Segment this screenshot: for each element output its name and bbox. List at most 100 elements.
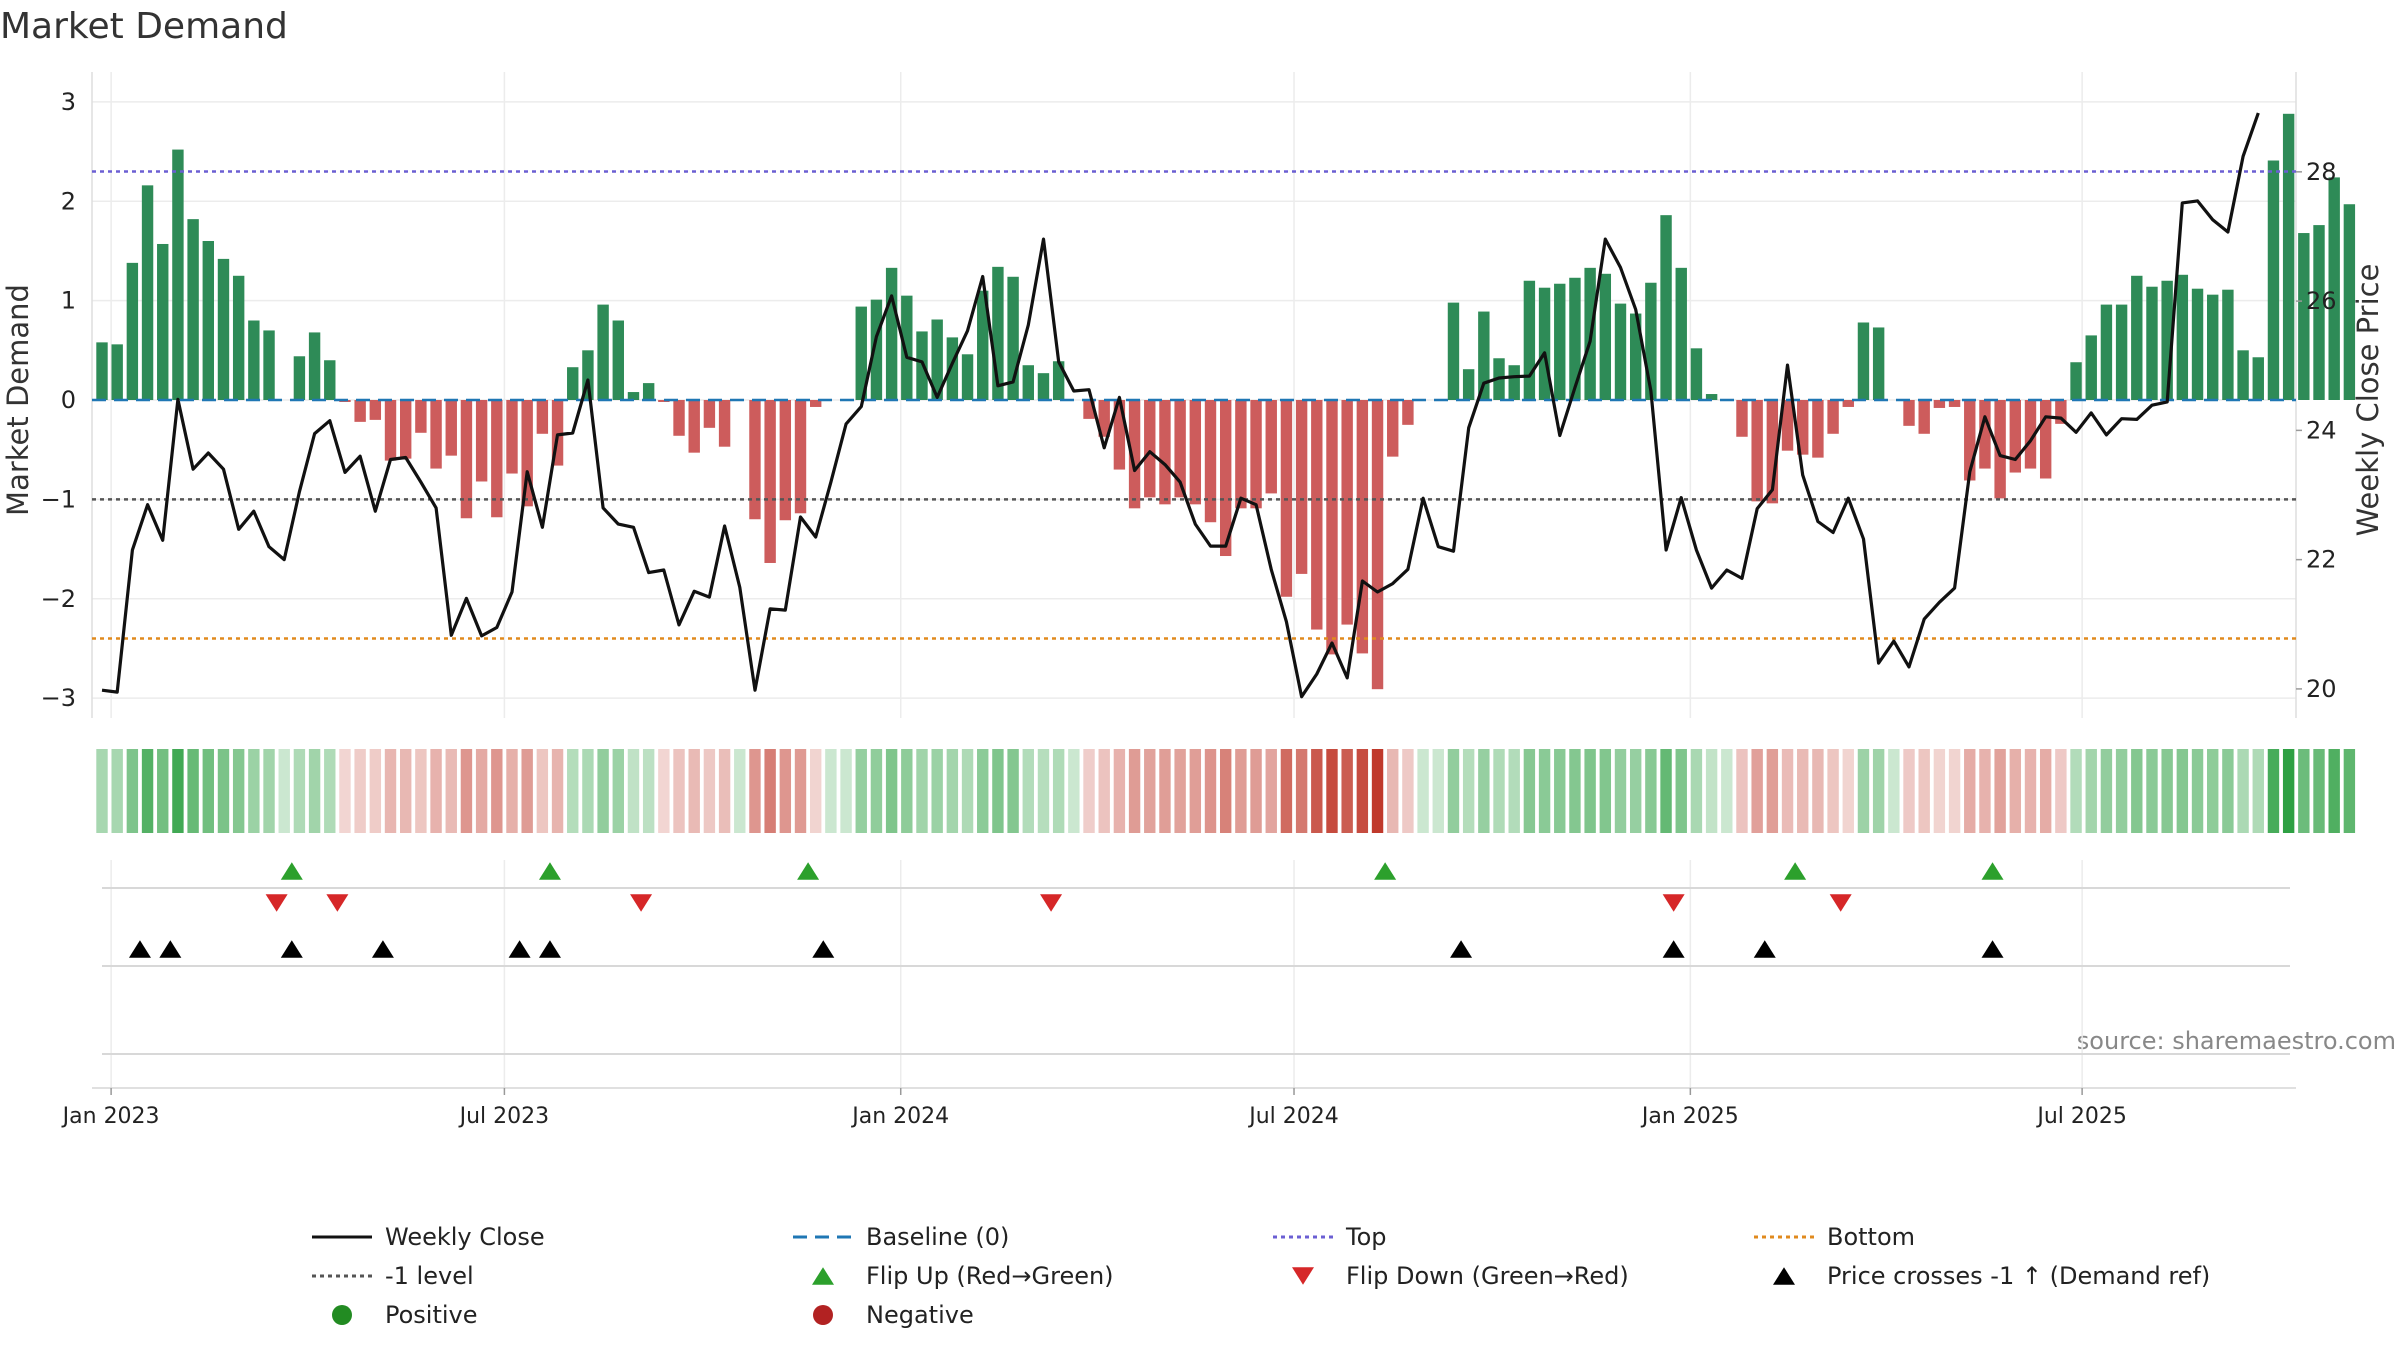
legend-swatch bbox=[1292, 1267, 1314, 1285]
heat-cell bbox=[658, 749, 670, 833]
positive-demand-bar bbox=[1508, 365, 1520, 400]
heat-cell bbox=[855, 749, 867, 833]
positive-demand-bar bbox=[2115, 304, 2128, 400]
heat-cell bbox=[1554, 749, 1566, 833]
negative-demand-bar bbox=[703, 400, 716, 428]
flip-up-marker bbox=[1981, 862, 2004, 880]
positive-demand-bar bbox=[2267, 160, 2280, 400]
positive-demand-bar bbox=[217, 258, 230, 400]
positive-demand-bar bbox=[187, 219, 199, 400]
positive-demand-bar bbox=[2252, 357, 2264, 400]
negative-demand-bar bbox=[1933, 400, 1946, 408]
flip-down-marker bbox=[1662, 894, 1685, 912]
demand-heat-strip bbox=[96, 749, 2356, 833]
legend: Weekly Close Baseline (0) Top Bottom -1 leve… bbox=[312, 1223, 2210, 1329]
positive-demand-bar bbox=[2161, 280, 2173, 400]
heat-cell bbox=[232, 749, 245, 833]
negative-demand-bar bbox=[718, 400, 731, 447]
negative-demand-bar bbox=[794, 400, 807, 514]
positive-demand-bar bbox=[1052, 361, 1065, 400]
heat-cell bbox=[1068, 749, 1080, 833]
heat-cell bbox=[916, 749, 928, 833]
heat-cell bbox=[1265, 749, 1277, 833]
heat-cell bbox=[2055, 749, 2067, 833]
price-cross-marker bbox=[1662, 940, 1685, 958]
heat-cell bbox=[308, 749, 321, 833]
positive-demand-bar bbox=[855, 306, 867, 400]
positive-demand-bar bbox=[1660, 215, 1672, 400]
negative-demand-bar bbox=[1144, 400, 1156, 498]
positive-demand-bar bbox=[1523, 280, 1536, 400]
positive-demand-bar bbox=[2085, 335, 2097, 400]
heat-cell bbox=[1052, 749, 1065, 833]
heat-cell bbox=[567, 749, 579, 833]
y-axis-label: Market Demand bbox=[1, 284, 35, 516]
y2-tick-label: 20 bbox=[2306, 675, 2337, 703]
heat-cell bbox=[1371, 749, 1384, 833]
heat-cell bbox=[794, 749, 807, 833]
positive-demand-bar bbox=[1007, 276, 1019, 400]
y2-tick-label: 22 bbox=[2306, 546, 2337, 574]
heat-cell bbox=[1629, 749, 1642, 833]
source-credit: source: sharemaestro.com bbox=[2077, 1027, 2396, 1055]
positive-demand-bar bbox=[582, 350, 594, 400]
heat-cell bbox=[1235, 749, 1247, 833]
negative-demand-bar bbox=[2055, 400, 2067, 424]
x-tick-label: Jul 2023 bbox=[458, 1104, 550, 1129]
positive-demand-bar bbox=[248, 320, 260, 400]
heat-cell bbox=[764, 749, 776, 833]
flip-down-marker bbox=[265, 894, 288, 912]
heat-cell bbox=[1827, 749, 1839, 833]
positive-demand-bar bbox=[2146, 286, 2158, 400]
heat-cell bbox=[1660, 749, 1672, 833]
positive-demand-bar bbox=[2298, 233, 2310, 400]
heat-cell bbox=[157, 749, 169, 833]
heat-cell bbox=[263, 749, 275, 833]
positive-demand-bar bbox=[2237, 350, 2249, 400]
positive-demand-bar bbox=[324, 360, 336, 400]
heat-cell bbox=[1690, 749, 1703, 833]
negative-demand-bar bbox=[460, 400, 473, 519]
positive-demand-bar bbox=[870, 299, 883, 400]
negative-demand-bar bbox=[1918, 400, 1930, 434]
heat-cell bbox=[1918, 749, 1930, 833]
heat-cell bbox=[1645, 749, 1657, 833]
positive-demand-bar bbox=[1538, 287, 1551, 400]
heat-cell bbox=[339, 749, 351, 833]
heat-cell bbox=[1174, 749, 1186, 833]
negative-demand-bar bbox=[384, 400, 397, 461]
positive-demand-bar bbox=[1478, 311, 1490, 400]
positive-demand-bar bbox=[1569, 277, 1581, 400]
flip-up-marker bbox=[280, 862, 303, 880]
positive-demand-bar bbox=[157, 243, 169, 400]
y-tick-label: −1 bbox=[41, 485, 76, 513]
heat-cell bbox=[1462, 749, 1475, 833]
heat-cell bbox=[825, 749, 837, 833]
heat-cell bbox=[1250, 749, 1262, 833]
positive-demand-bar bbox=[293, 356, 306, 400]
heat-cell bbox=[1751, 749, 1763, 833]
flip-down-marker bbox=[1040, 894, 1063, 912]
heat-cell bbox=[2191, 749, 2204, 833]
heat-cell bbox=[2328, 749, 2340, 833]
heat-cell bbox=[293, 749, 306, 833]
x-tick-label: Jul 2025 bbox=[2035, 1104, 2127, 1129]
heat-cell bbox=[1599, 749, 1612, 833]
heat-cell bbox=[2313, 749, 2325, 833]
positive-demand-bar bbox=[612, 320, 624, 400]
x-axis-ticks: Jan 2023 Jul 2023 Jan 2024 Jul 2024 Jan 2025… bbox=[61, 1088, 2127, 1129]
heat-cell bbox=[2115, 749, 2128, 833]
price-cross-marker bbox=[538, 940, 561, 958]
heat-cell bbox=[1766, 749, 1779, 833]
flip-up-marker bbox=[1374, 862, 1397, 880]
reference-levels bbox=[92, 170, 2296, 640]
negative-demand-bar bbox=[1371, 400, 1384, 690]
heat-cell bbox=[1128, 749, 1141, 833]
heat-cell bbox=[642, 749, 655, 833]
heat-cell bbox=[977, 749, 989, 833]
negative-demand-bar bbox=[1903, 400, 1915, 426]
negative-demand-bar bbox=[1295, 400, 1308, 574]
heat-cell bbox=[946, 749, 959, 833]
heat-cell bbox=[2237, 749, 2249, 833]
heat-cell bbox=[2146, 749, 2158, 833]
